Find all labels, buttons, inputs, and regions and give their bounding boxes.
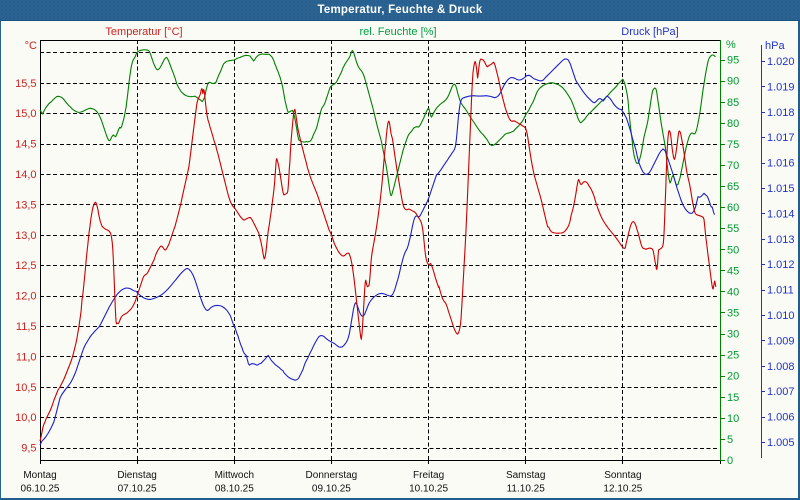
svg-text:13,0: 13,0 <box>15 230 36 242</box>
svg-text:30: 30 <box>727 329 739 341</box>
svg-text:60: 60 <box>727 202 739 214</box>
svg-text:08.10.25: 08.10.25 <box>215 484 254 495</box>
svg-text:40: 40 <box>727 286 739 298</box>
svg-text:12.10.25: 12.10.25 <box>603 484 642 495</box>
svg-text:Temperatur [°C]: Temperatur [°C] <box>105 26 182 38</box>
svg-text:%: % <box>726 39 736 51</box>
svg-text:35: 35 <box>727 308 739 320</box>
svg-text:50: 50 <box>727 244 739 256</box>
svg-text:Dienstag: Dienstag <box>117 470 156 481</box>
svg-text:15: 15 <box>727 392 739 404</box>
svg-text:1.009: 1.009 <box>767 335 795 347</box>
svg-text:20: 20 <box>727 371 739 383</box>
svg-text:90: 90 <box>727 76 739 88</box>
svg-text:1.013: 1.013 <box>767 234 795 246</box>
svg-text:1.017: 1.017 <box>767 132 795 144</box>
svg-text:1.005: 1.005 <box>767 437 795 449</box>
svg-text:1.015: 1.015 <box>767 183 795 195</box>
svg-text:07.10.25: 07.10.25 <box>118 484 157 495</box>
svg-text:12,0: 12,0 <box>15 291 36 303</box>
svg-text:65: 65 <box>727 181 739 193</box>
svg-text:°C: °C <box>25 40 37 52</box>
svg-text:10.10.25: 10.10.25 <box>409 484 448 495</box>
svg-text:Donnerstag: Donnerstag <box>306 470 358 481</box>
svg-text:Montag: Montag <box>23 470 56 481</box>
svg-text:1.018: 1.018 <box>767 107 795 119</box>
svg-text:15,5: 15,5 <box>15 78 36 90</box>
svg-text:11,0: 11,0 <box>16 351 37 363</box>
svg-text:9,5: 9,5 <box>21 443 36 455</box>
svg-text:45: 45 <box>727 265 739 277</box>
svg-text:85: 85 <box>727 97 739 109</box>
svg-text:12,5: 12,5 <box>15 260 36 272</box>
svg-text:rel. Feuchte [%]: rel. Feuchte [%] <box>359 26 436 38</box>
svg-text:1.019: 1.019 <box>767 81 795 93</box>
svg-text:11.10.25: 11.10.25 <box>507 484 546 495</box>
svg-text:15,0: 15,0 <box>15 108 36 120</box>
svg-text:95: 95 <box>727 55 739 67</box>
svg-text:1.006: 1.006 <box>767 412 795 424</box>
svg-text:1.016: 1.016 <box>767 158 795 170</box>
svg-text:1.012: 1.012 <box>767 259 795 271</box>
svg-text:10,0: 10,0 <box>15 412 36 424</box>
svg-text:hPa: hPa <box>765 40 785 52</box>
svg-text:14,5: 14,5 <box>15 139 36 151</box>
svg-text:80: 80 <box>727 118 739 130</box>
svg-text:Sonntag: Sonntag <box>604 470 641 481</box>
svg-text:13,5: 13,5 <box>15 199 36 211</box>
svg-text:1.020: 1.020 <box>767 56 795 68</box>
svg-text:Druck [hPa]: Druck [hPa] <box>621 26 678 38</box>
svg-text:5: 5 <box>727 434 733 446</box>
svg-text:1.010: 1.010 <box>767 310 795 322</box>
svg-text:Samstag: Samstag <box>506 470 545 481</box>
svg-text:1.008: 1.008 <box>767 361 795 373</box>
svg-text:Mittwoch: Mittwoch <box>215 470 254 481</box>
svg-text:Freitag: Freitag <box>413 470 444 481</box>
svg-text:09.10.25: 09.10.25 <box>312 484 351 495</box>
svg-text:10,5: 10,5 <box>15 382 36 394</box>
svg-text:10: 10 <box>727 413 739 425</box>
svg-text:25: 25 <box>727 350 739 362</box>
svg-text:14,0: 14,0 <box>15 169 36 181</box>
svg-text:55: 55 <box>727 223 739 235</box>
svg-text:75: 75 <box>727 139 739 151</box>
svg-text:1.007: 1.007 <box>767 386 795 398</box>
svg-text:1.014: 1.014 <box>767 208 795 220</box>
svg-text:0: 0 <box>727 455 733 467</box>
svg-text:70: 70 <box>727 160 739 172</box>
svg-text:06.10.25: 06.10.25 <box>21 484 60 495</box>
svg-text:11,5: 11,5 <box>16 321 37 333</box>
svg-text:1.011: 1.011 <box>767 285 794 297</box>
